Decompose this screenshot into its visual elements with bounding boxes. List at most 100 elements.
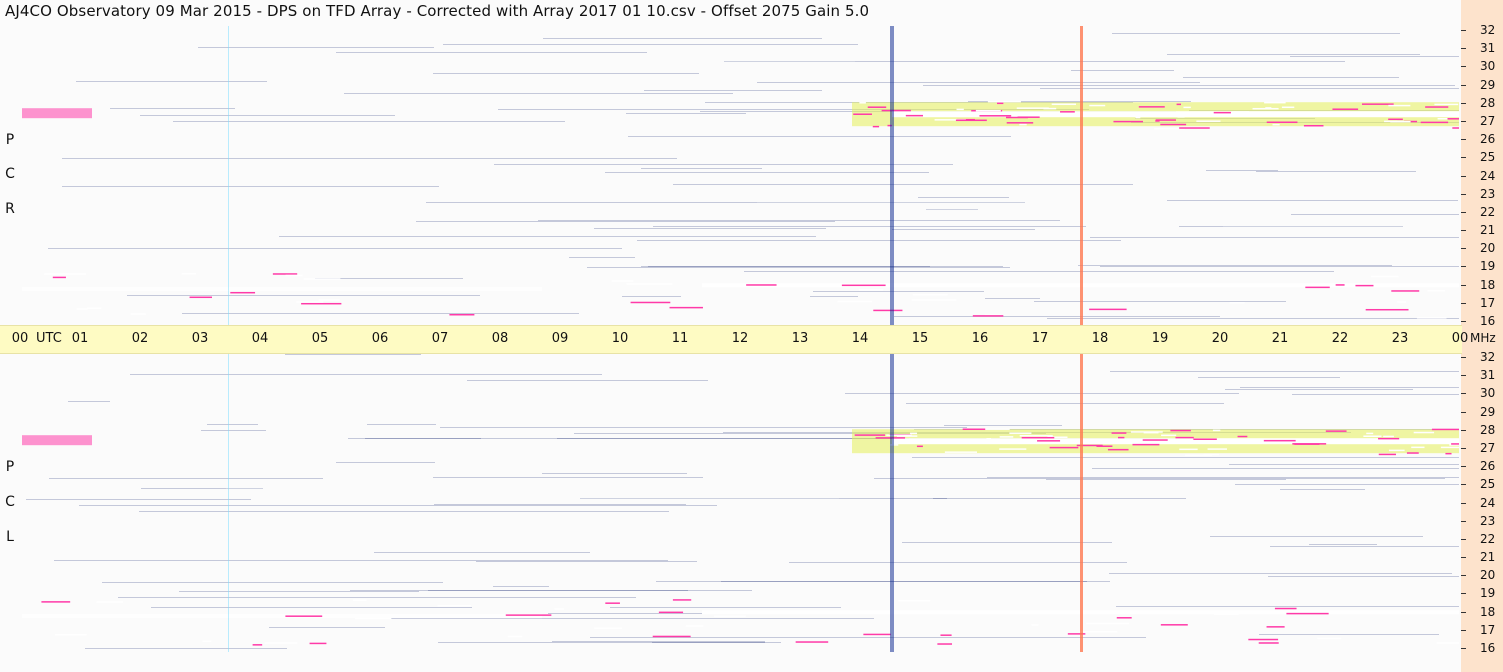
hour-tick-label: 21 [1271, 331, 1289, 346]
frequency-tick [1461, 230, 1466, 231]
frequency-tick [1461, 503, 1466, 504]
lcp-label-letter-1: P [5, 459, 15, 475]
frequency-tick-label: 30 [1480, 59, 1496, 73]
hour-tick-label: 12 [731, 331, 749, 346]
frequency-tick [1461, 484, 1466, 485]
frequency-tick-label: 25 [1480, 150, 1496, 164]
frequency-tick [1461, 194, 1466, 195]
frequency-tick-label: 16 [1480, 314, 1496, 328]
hour-tick-label: 23 [1391, 331, 1409, 346]
hour-tick-label: 02 [131, 331, 149, 346]
frequency-tick [1461, 248, 1466, 249]
frequency-tick-label: 22 [1480, 532, 1496, 546]
frequency-tick [1461, 430, 1466, 431]
frequency-tick [1461, 30, 1466, 31]
frequency-tick [1461, 321, 1466, 322]
frequency-tick-label: 31 [1480, 41, 1496, 55]
frequency-axis-background [1461, 0, 1503, 672]
hour-tick-label: 19 [1151, 331, 1169, 346]
rcp-spectrogram [22, 26, 1459, 325]
frequency-tick [1461, 375, 1466, 376]
frequency-tick [1461, 466, 1466, 467]
hour-tick-label: 00 [1451, 331, 1469, 346]
frequency-tick-label: 29 [1480, 78, 1496, 92]
spectrogram-image [22, 353, 1459, 652]
frequency-tick [1461, 521, 1466, 522]
hour-tick-label: 06 [371, 331, 389, 346]
frequency-tick [1461, 66, 1466, 67]
frequency-tick-label: 21 [1480, 223, 1496, 237]
hour-tick-label: 09 [551, 331, 569, 346]
frequency-tick-label: 17 [1480, 623, 1496, 637]
frequency-tick [1461, 157, 1466, 158]
frequency-tick [1461, 393, 1466, 394]
rcp-label-letter-1: P [5, 132, 15, 148]
frequency-tick-label: 17 [1480, 296, 1496, 310]
utc-label: UTC [36, 331, 62, 346]
hour-tick-label: 20 [1211, 331, 1229, 346]
frequency-tick-label: 23 [1480, 514, 1496, 528]
hour-tick-label: 18 [1091, 331, 1109, 346]
frequency-tick [1461, 139, 1466, 140]
time-axis: UTC MHz 00 01 02 03 04 05 06 07 08 09 10 11 12 13 14 15… [0, 325, 1496, 354]
frequency-tick-label: 28 [1480, 96, 1496, 110]
hour-tick-label: 11 [671, 331, 689, 346]
frequency-tick [1461, 575, 1466, 576]
frequency-tick-label: 20 [1480, 241, 1496, 255]
frequency-tick [1461, 357, 1466, 358]
frequency-tick [1461, 85, 1466, 86]
hour-tick-label: 14 [851, 331, 869, 346]
hour-tick-label: 16 [971, 331, 989, 346]
frequency-tick-label: 19 [1480, 586, 1496, 600]
frequency-tick-label: 18 [1480, 278, 1496, 292]
hour-tick-label: 07 [431, 331, 449, 346]
hour-tick-label: 05 [311, 331, 329, 346]
frequency-tick [1461, 539, 1466, 540]
frequency-tick [1461, 412, 1466, 413]
hour-tick-label: 08 [491, 331, 509, 346]
frequency-tick-label: 16 [1480, 641, 1496, 655]
frequency-tick [1461, 266, 1466, 267]
hour-tick-label: 03 [191, 331, 209, 346]
rcp-label-letter-2: C [5, 166, 15, 182]
frequency-tick [1461, 557, 1466, 558]
spectrogram-image [22, 26, 1459, 325]
frequency-tick [1461, 303, 1466, 304]
lcp-label-letter-3: L [6, 529, 14, 545]
frequency-tick [1461, 176, 1466, 177]
hour-tick-label: 00 [11, 331, 29, 346]
frequency-tick-label: 30 [1480, 386, 1496, 400]
frequency-tick-label: 18 [1480, 605, 1496, 619]
frequency-tick-label: 25 [1480, 477, 1496, 491]
frequency-tick-label: 24 [1480, 169, 1496, 183]
chart-title: AJ4CO Observatory 09 Mar 2015 - DPS on T… [5, 2, 870, 20]
frequency-tick [1461, 48, 1466, 49]
hour-tick-label: 01 [71, 331, 89, 346]
mhz-label: MHz [1470, 331, 1496, 345]
frequency-tick-label: 26 [1480, 459, 1496, 473]
frequency-tick-label: 26 [1480, 132, 1496, 146]
frequency-tick [1461, 103, 1466, 104]
frequency-tick [1461, 285, 1466, 286]
frequency-tick [1461, 121, 1466, 122]
frequency-tick-label: 31 [1480, 368, 1496, 382]
frequency-tick-label: 28 [1480, 423, 1496, 437]
hour-tick-label: 04 [251, 331, 269, 346]
frequency-tick-label: 32 [1480, 23, 1496, 37]
frequency-tick-label: 21 [1480, 550, 1496, 564]
hour-tick-label: 13 [791, 331, 809, 346]
lcp-spectrogram [22, 353, 1459, 652]
frequency-tick [1461, 648, 1466, 649]
rcp-label-letter-3: R [5, 201, 15, 217]
frequency-tick [1461, 212, 1466, 213]
frequency-tick-label: 27 [1480, 441, 1496, 455]
frequency-tick-label: 23 [1480, 187, 1496, 201]
frequency-tick-label: 29 [1480, 405, 1496, 419]
hour-tick-label: 15 [911, 331, 929, 346]
hour-tick-label: 10 [611, 331, 629, 346]
frequency-tick-label: 24 [1480, 496, 1496, 510]
hour-tick-label: 17 [1031, 331, 1049, 346]
frequency-tick [1461, 448, 1466, 449]
frequency-tick-label: 27 [1480, 114, 1496, 128]
